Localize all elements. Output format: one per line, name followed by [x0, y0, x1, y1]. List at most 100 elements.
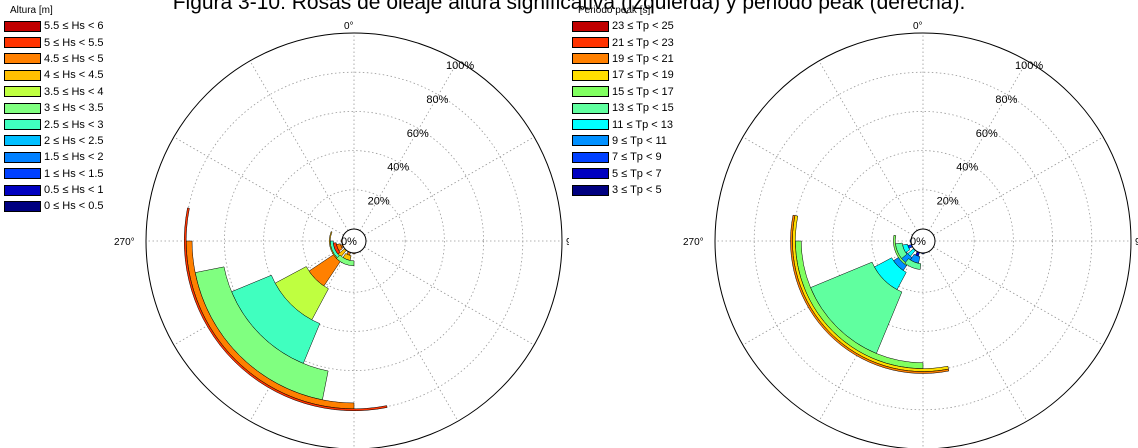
direction-label: 90°	[1135, 237, 1138, 248]
radial-label: 100%	[446, 60, 474, 72]
legend-swatch	[4, 200, 41, 212]
legend-swatch	[572, 184, 609, 196]
legend-label: 7 ≤ Tp < 9	[612, 151, 662, 164]
grid-spoke	[359, 60, 459, 231]
radial-label: 60%	[407, 128, 429, 140]
rose-segment	[893, 234, 908, 266]
legend-item: 3.5 ≤ Hs < 4	[4, 84, 104, 100]
legend-label: 0.5 ≤ Hs < 1	[44, 184, 104, 197]
grid-spoke	[359, 251, 459, 422]
direction-label: 90°	[566, 237, 569, 248]
grid-spoke	[933, 136, 1104, 236]
legend-label: 5 ≤ Tp < 7	[612, 167, 662, 180]
legend-item: 3 ≤ Hs < 3.5	[4, 100, 104, 116]
legend-label: 9 ≤ Tp < 11	[612, 134, 667, 147]
radial-label: 80%	[426, 94, 448, 106]
legend-label: 3.5 ≤ Hs < 4	[44, 85, 104, 98]
wave-rose-tp: 0%0°90°180°270°20%40%60%80%100%	[683, 21, 1138, 448]
legend-label: 2 ≤ Hs < 2.5	[44, 134, 104, 147]
legend-swatch	[4, 69, 41, 81]
grid-circle	[302, 189, 406, 293]
legend-label: 1.5 ≤ Hs < 2	[44, 151, 104, 164]
legend-swatch	[572, 119, 609, 131]
legend-label: 11 ≤ Tp < 13	[612, 118, 673, 131]
legend-item: 5 ≤ Tp < 7	[572, 166, 674, 182]
grid-spoke	[173, 246, 344, 346]
grid-spoke	[364, 136, 535, 236]
legend-tp: Periodo peak [s] 23 ≤ Tp < 25 21 ≤ Tp < 2…	[572, 4, 674, 198]
radial-label: 40%	[956, 162, 978, 174]
grid-circle	[871, 189, 975, 293]
legend-swatch	[4, 53, 41, 65]
center-circle	[910, 228, 936, 254]
legend-item: 23 ≤ Tp < 25	[572, 18, 674, 34]
outer-circle	[714, 32, 1132, 448]
legend-label: 1 ≤ Hs < 1.5	[44, 167, 104, 180]
grid-spoke	[364, 246, 535, 346]
legend-swatch	[4, 135, 41, 147]
legend-item: 15 ≤ Tp < 17	[572, 84, 674, 100]
rose-segment	[336, 254, 355, 266]
legend-swatch	[4, 184, 41, 196]
radial-label: 20%	[368, 196, 390, 208]
outer-circle	[145, 32, 563, 448]
legend-swatch	[4, 119, 41, 131]
radial-label: 20%	[937, 196, 959, 208]
legend-label: 19 ≤ Tp < 21	[612, 52, 674, 65]
legend-item: 2.5 ≤ Hs < 3	[4, 116, 104, 132]
grid-spoke	[173, 136, 344, 236]
legend-swatch	[4, 20, 41, 32]
radial-label: 80%	[995, 94, 1017, 106]
legend-item: 17 ≤ Tp < 19	[572, 67, 674, 83]
center-label: 0%	[910, 236, 926, 248]
legend-swatch	[572, 151, 609, 163]
legend-swatch	[572, 102, 609, 114]
legend-swatch	[572, 37, 609, 49]
legend-item: 4.5 ≤ Hs < 5	[4, 51, 104, 67]
legend-label: 5 ≤ Hs < 5.5	[44, 36, 104, 49]
legend-swatch	[572, 20, 609, 32]
direction-label: 270°	[683, 237, 704, 248]
radial-label: 40%	[387, 162, 409, 174]
legend-item: 1 ≤ Hs < 1.5	[4, 166, 104, 182]
legend-item: 0 ≤ Hs < 0.5	[4, 198, 104, 214]
legend-label: 3 ≤ Hs < 3.5	[44, 102, 104, 115]
rose-segment	[790, 214, 950, 374]
figure-caption: Figura 3-10: Rosas de oleaje altura sign…	[172, 0, 966, 14]
legend-item: 9 ≤ Tp < 11	[572, 133, 674, 149]
grid-spoke	[928, 60, 1028, 231]
legend-hs: Altura [m] 5.5 ≤ Hs < 6 5 ≤ Hs < 5.5 4.5 ≤…	[4, 4, 104, 215]
legend-item: 4 ≤ Hs < 4.5	[4, 67, 104, 83]
legend-label: 5.5 ≤ Hs < 6	[44, 20, 104, 33]
grid-spoke	[818, 60, 918, 231]
wave-rose-hs: 0%0°90°180°270°20%40%60%80%100%	[114, 21, 569, 448]
legend-item: 5.5 ≤ Hs < 6	[4, 18, 104, 34]
direction-label: 0°	[913, 21, 923, 32]
center-label: 0%	[341, 236, 357, 248]
legend-item: 7 ≤ Tp < 9	[572, 149, 674, 165]
grid-spoke	[928, 251, 1028, 422]
legend-swatch	[4, 168, 41, 180]
rose-segment	[183, 207, 388, 412]
legend-swatch	[4, 151, 41, 163]
legend-item: 5 ≤ Hs < 5.5	[4, 34, 104, 50]
legend-swatch	[572, 53, 609, 65]
direction-label: 0°	[344, 21, 354, 32]
legend-title: Altura [m]	[10, 5, 53, 16]
grid-spoke	[249, 251, 349, 422]
legend-label: 4.5 ≤ Hs < 5	[44, 52, 104, 65]
grid-circle	[223, 110, 485, 372]
direction-label: 270°	[114, 237, 135, 248]
legend-title: Periodo peak [s]	[578, 5, 651, 16]
legend-swatch	[572, 86, 609, 98]
legend-item: 11 ≤ Tp < 13	[572, 116, 674, 132]
legend-item: 19 ≤ Tp < 21	[572, 51, 674, 67]
rose-segment	[904, 258, 922, 270]
grid-circle	[832, 150, 1014, 332]
legend-label: 4 ≤ Hs < 4.5	[44, 69, 104, 82]
legend-item: 13 ≤ Tp < 15	[572, 100, 674, 116]
grid-spoke	[742, 136, 913, 236]
legend-label: 23 ≤ Tp < 25	[612, 20, 674, 33]
legend-swatch	[4, 86, 41, 98]
radial-label: 60%	[976, 128, 998, 140]
